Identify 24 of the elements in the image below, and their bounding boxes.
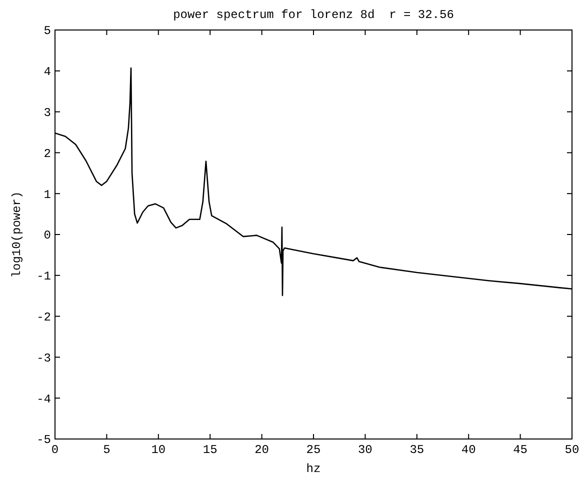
y-tick-label: 4 — [44, 65, 51, 80]
x-tick-label: 10 — [151, 443, 166, 457]
x-tick-label: 35 — [410, 443, 424, 457]
y-tick-label: 2 — [44, 146, 51, 161]
x-tick-label: 30 — [358, 443, 372, 457]
y-tick-label: -5 — [36, 433, 51, 448]
x-tick-label: 20 — [254, 443, 270, 457]
x-tick-label: 40 — [461, 443, 476, 457]
x-tick-label: 5 — [103, 443, 110, 457]
y-tick-label: 3 — [44, 106, 51, 120]
y-tick-label: -2 — [36, 310, 51, 324]
y-tick-label: -1 — [36, 270, 51, 284]
x-axis-title: hz — [306, 462, 321, 476]
y-tick-label: -3 — [36, 351, 51, 366]
y-axis-title: log10(power) — [10, 191, 24, 278]
y-tick-label: 5 — [44, 24, 51, 38]
y-tick-label: 1 — [44, 188, 51, 202]
y-tick-label: 0 — [44, 228, 51, 243]
y-tick-label: -4 — [36, 392, 51, 406]
chart-title: power spectrum for lorenz 8d r = 32.56 — [173, 8, 454, 22]
x-tick-label: 45 — [513, 443, 528, 457]
x-tick-label: 50 — [564, 443, 580, 457]
x-tick-label: 25 — [306, 443, 321, 457]
x-tick-label: 15 — [202, 443, 218, 457]
